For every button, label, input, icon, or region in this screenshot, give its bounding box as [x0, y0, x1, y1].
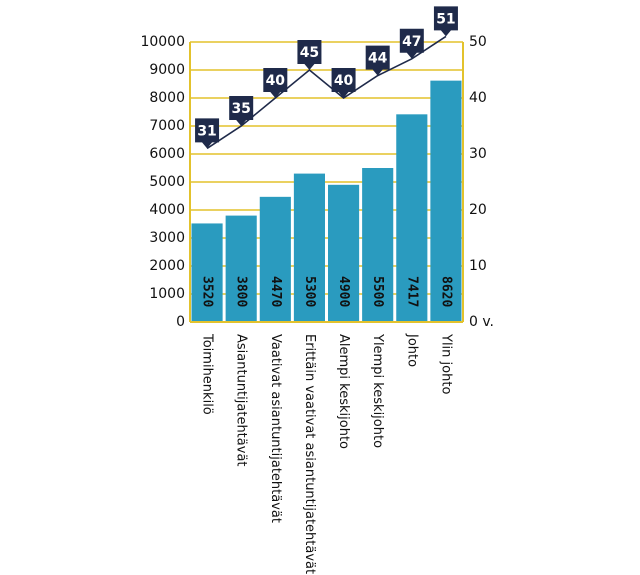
left-tick-label: 2000	[149, 258, 185, 274]
age-callout-label: 40	[334, 73, 354, 89]
category-label: Ylin johto	[438, 333, 453, 394]
left-tick-label: 6000	[149, 146, 185, 162]
category-label: Ylempi keskijohto	[370, 333, 385, 448]
bar-value-label: 4900	[336, 276, 351, 307]
bar	[259, 196, 291, 322]
left-tick-label: 8000	[149, 90, 185, 106]
age-callout-label: 40	[266, 73, 286, 89]
age-callout	[229, 96, 254, 126]
bar	[191, 223, 223, 322]
right-axis: 0 v. 10 20 30 40 50	[469, 34, 494, 330]
category-label: Vaativat asiantuntijatehtävät	[268, 334, 283, 523]
bar-value-label: 3800	[234, 276, 249, 307]
bar	[396, 114, 428, 322]
bar	[430, 80, 462, 322]
age-callout-label: 35	[231, 101, 250, 117]
age-callout-label: 44	[368, 51, 388, 67]
age-callout-label: 47	[402, 34, 421, 50]
right-tick-label: 40	[469, 90, 487, 106]
left-tick-label: 10000	[140, 34, 185, 50]
age-callout	[433, 6, 458, 37]
age-callout	[195, 118, 220, 149]
bar	[362, 168, 394, 322]
left-tick-label: 5000	[149, 174, 185, 190]
age-callout-label: 31	[197, 123, 216, 139]
bar-value-label: 4470	[268, 276, 283, 307]
left-tick-label: 3000	[149, 230, 185, 246]
right-tick-label: 30	[469, 146, 487, 162]
age-callout	[297, 40, 322, 70]
bar-value-label: 7417	[404, 276, 419, 307]
bar	[225, 215, 257, 322]
left-tick-label: 9000	[149, 62, 185, 78]
age-callout-label: 51	[436, 11, 455, 27]
age-callout	[399, 28, 424, 59]
category-labels: Toimihenkilö Asiantuntijatehtävät Vaativat…	[200, 333, 454, 574]
bar-value-label: 8620	[438, 276, 453, 307]
plot-frame	[189, 42, 464, 323]
age-line: 31 35 40 45 40 44 47 51	[195, 6, 458, 150]
category-label: Toimihenkilö	[200, 333, 215, 415]
right-tick-label: 10	[469, 258, 487, 274]
category-label: Erittäin vaativat asiantuntijatehtävät	[302, 334, 317, 574]
age-callout-label: 45	[300, 45, 319, 61]
right-tick-label: 20	[469, 202, 487, 218]
left-tick-label: 0	[176, 314, 185, 330]
bar	[328, 184, 360, 322]
bar-value-label: 3520	[200, 276, 215, 307]
bar	[293, 173, 325, 322]
age-callout	[331, 68, 356, 98]
left-tick-label: 7000	[149, 118, 185, 134]
bars: 3520 3800 4470 5300 4900 5500 7417 8620	[191, 80, 462, 322]
category-label: Johto	[404, 333, 419, 367]
category-label: Asiantuntijatehtävät	[234, 334, 249, 467]
bar-value-label: 5500	[370, 276, 385, 307]
age-callout	[365, 45, 390, 76]
bar-value-label: 5300	[302, 276, 317, 307]
left-tick-label: 1000	[149, 286, 185, 302]
category-label: Alempi keskijohto	[336, 334, 351, 449]
age-callout	[263, 68, 288, 98]
age-line-path	[206, 35, 447, 150]
left-tick-label: 4000	[149, 202, 185, 218]
right-tick-label: 0 v.	[469, 314, 494, 330]
right-tick-label: 50	[469, 34, 487, 50]
left-axis: 0 1000 2000 3000 4000 5000 6000 7000 8000 9000 100…	[140, 34, 185, 330]
